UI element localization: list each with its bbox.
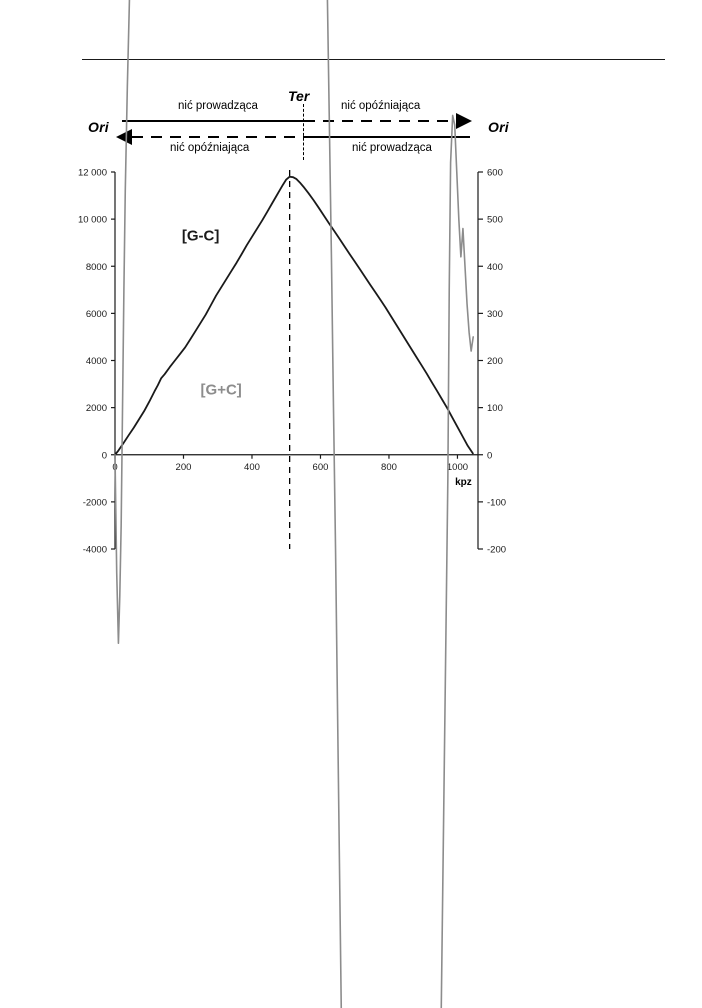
- ter-label: Ter: [288, 88, 310, 104]
- right-axis-tick-label: 500: [487, 215, 503, 226]
- ori-label-left: Ori: [88, 119, 109, 135]
- strand-label-top-right: nić opóźniająca: [341, 100, 421, 112]
- strand-label-bottom-right: nić prowadząca: [352, 142, 432, 154]
- ter-vertical-line-diagram: [303, 104, 304, 160]
- left-axis-tick-label: 10 000: [78, 215, 107, 226]
- strand-label-bottom-left: nić opóźniająca: [170, 142, 250, 154]
- right-axis-tick-label: 0: [487, 450, 492, 461]
- left-axis-tick-label: 2000: [86, 403, 107, 414]
- right-axis-tick-label: 600: [487, 168, 503, 179]
- x-axis-tick-label: 0: [112, 462, 117, 473]
- x-axis-tick-label: 400: [244, 462, 260, 473]
- left-axis-tick-label: 8000: [86, 262, 107, 273]
- x-axis-tick-label: 1000: [447, 462, 468, 473]
- series-annotation-gplusc: [G+C]: [201, 382, 242, 399]
- x-axis-tick-label: 800: [381, 462, 397, 473]
- x-axis-tick-label: 600: [313, 462, 329, 473]
- arrow-right-icon: [456, 113, 472, 129]
- series-annotation-gminusc: [G-C]: [182, 227, 220, 244]
- right-axis-tick-label: 400: [487, 262, 503, 273]
- upper-strand-dashed-line: [304, 120, 458, 123]
- lower-strand-solid-line: [304, 136, 470, 138]
- x-axis-unit-label: kpz: [455, 477, 472, 488]
- chart-annotations: [G-C] [G+C]: [182, 227, 242, 398]
- ori-label-right: Ori: [488, 119, 509, 135]
- arrow-left-icon: [116, 129, 132, 145]
- x-axis-tick-label: 200: [176, 462, 192, 473]
- header-divider: [82, 59, 665, 60]
- left-axis-tick-label: -4000: [83, 545, 107, 556]
- right-axis-tick-label: -200: [487, 545, 506, 556]
- upper-strand-solid-line: [122, 120, 304, 122]
- strand-label-top-left: nić prowadząca: [178, 100, 258, 112]
- right-axis-tick-label: 300: [487, 309, 503, 320]
- right-axis-tick-label: 100: [487, 403, 503, 414]
- series-line-gminusc: [114, 175, 474, 456]
- left-axis-tick-label: 4000: [86, 356, 107, 367]
- left-axis-tick-label: 12 000: [78, 168, 107, 179]
- left-axis-tick-label: -2000: [83, 497, 107, 508]
- left-axis-tick-label: 0: [102, 450, 107, 461]
- right-axis-tick-label: -100: [487, 497, 506, 508]
- left-axis-tick-label: 6000: [86, 309, 107, 320]
- right-axis-tick-label: 200: [487, 356, 503, 367]
- lower-strand-dashed-line: [132, 136, 304, 139]
